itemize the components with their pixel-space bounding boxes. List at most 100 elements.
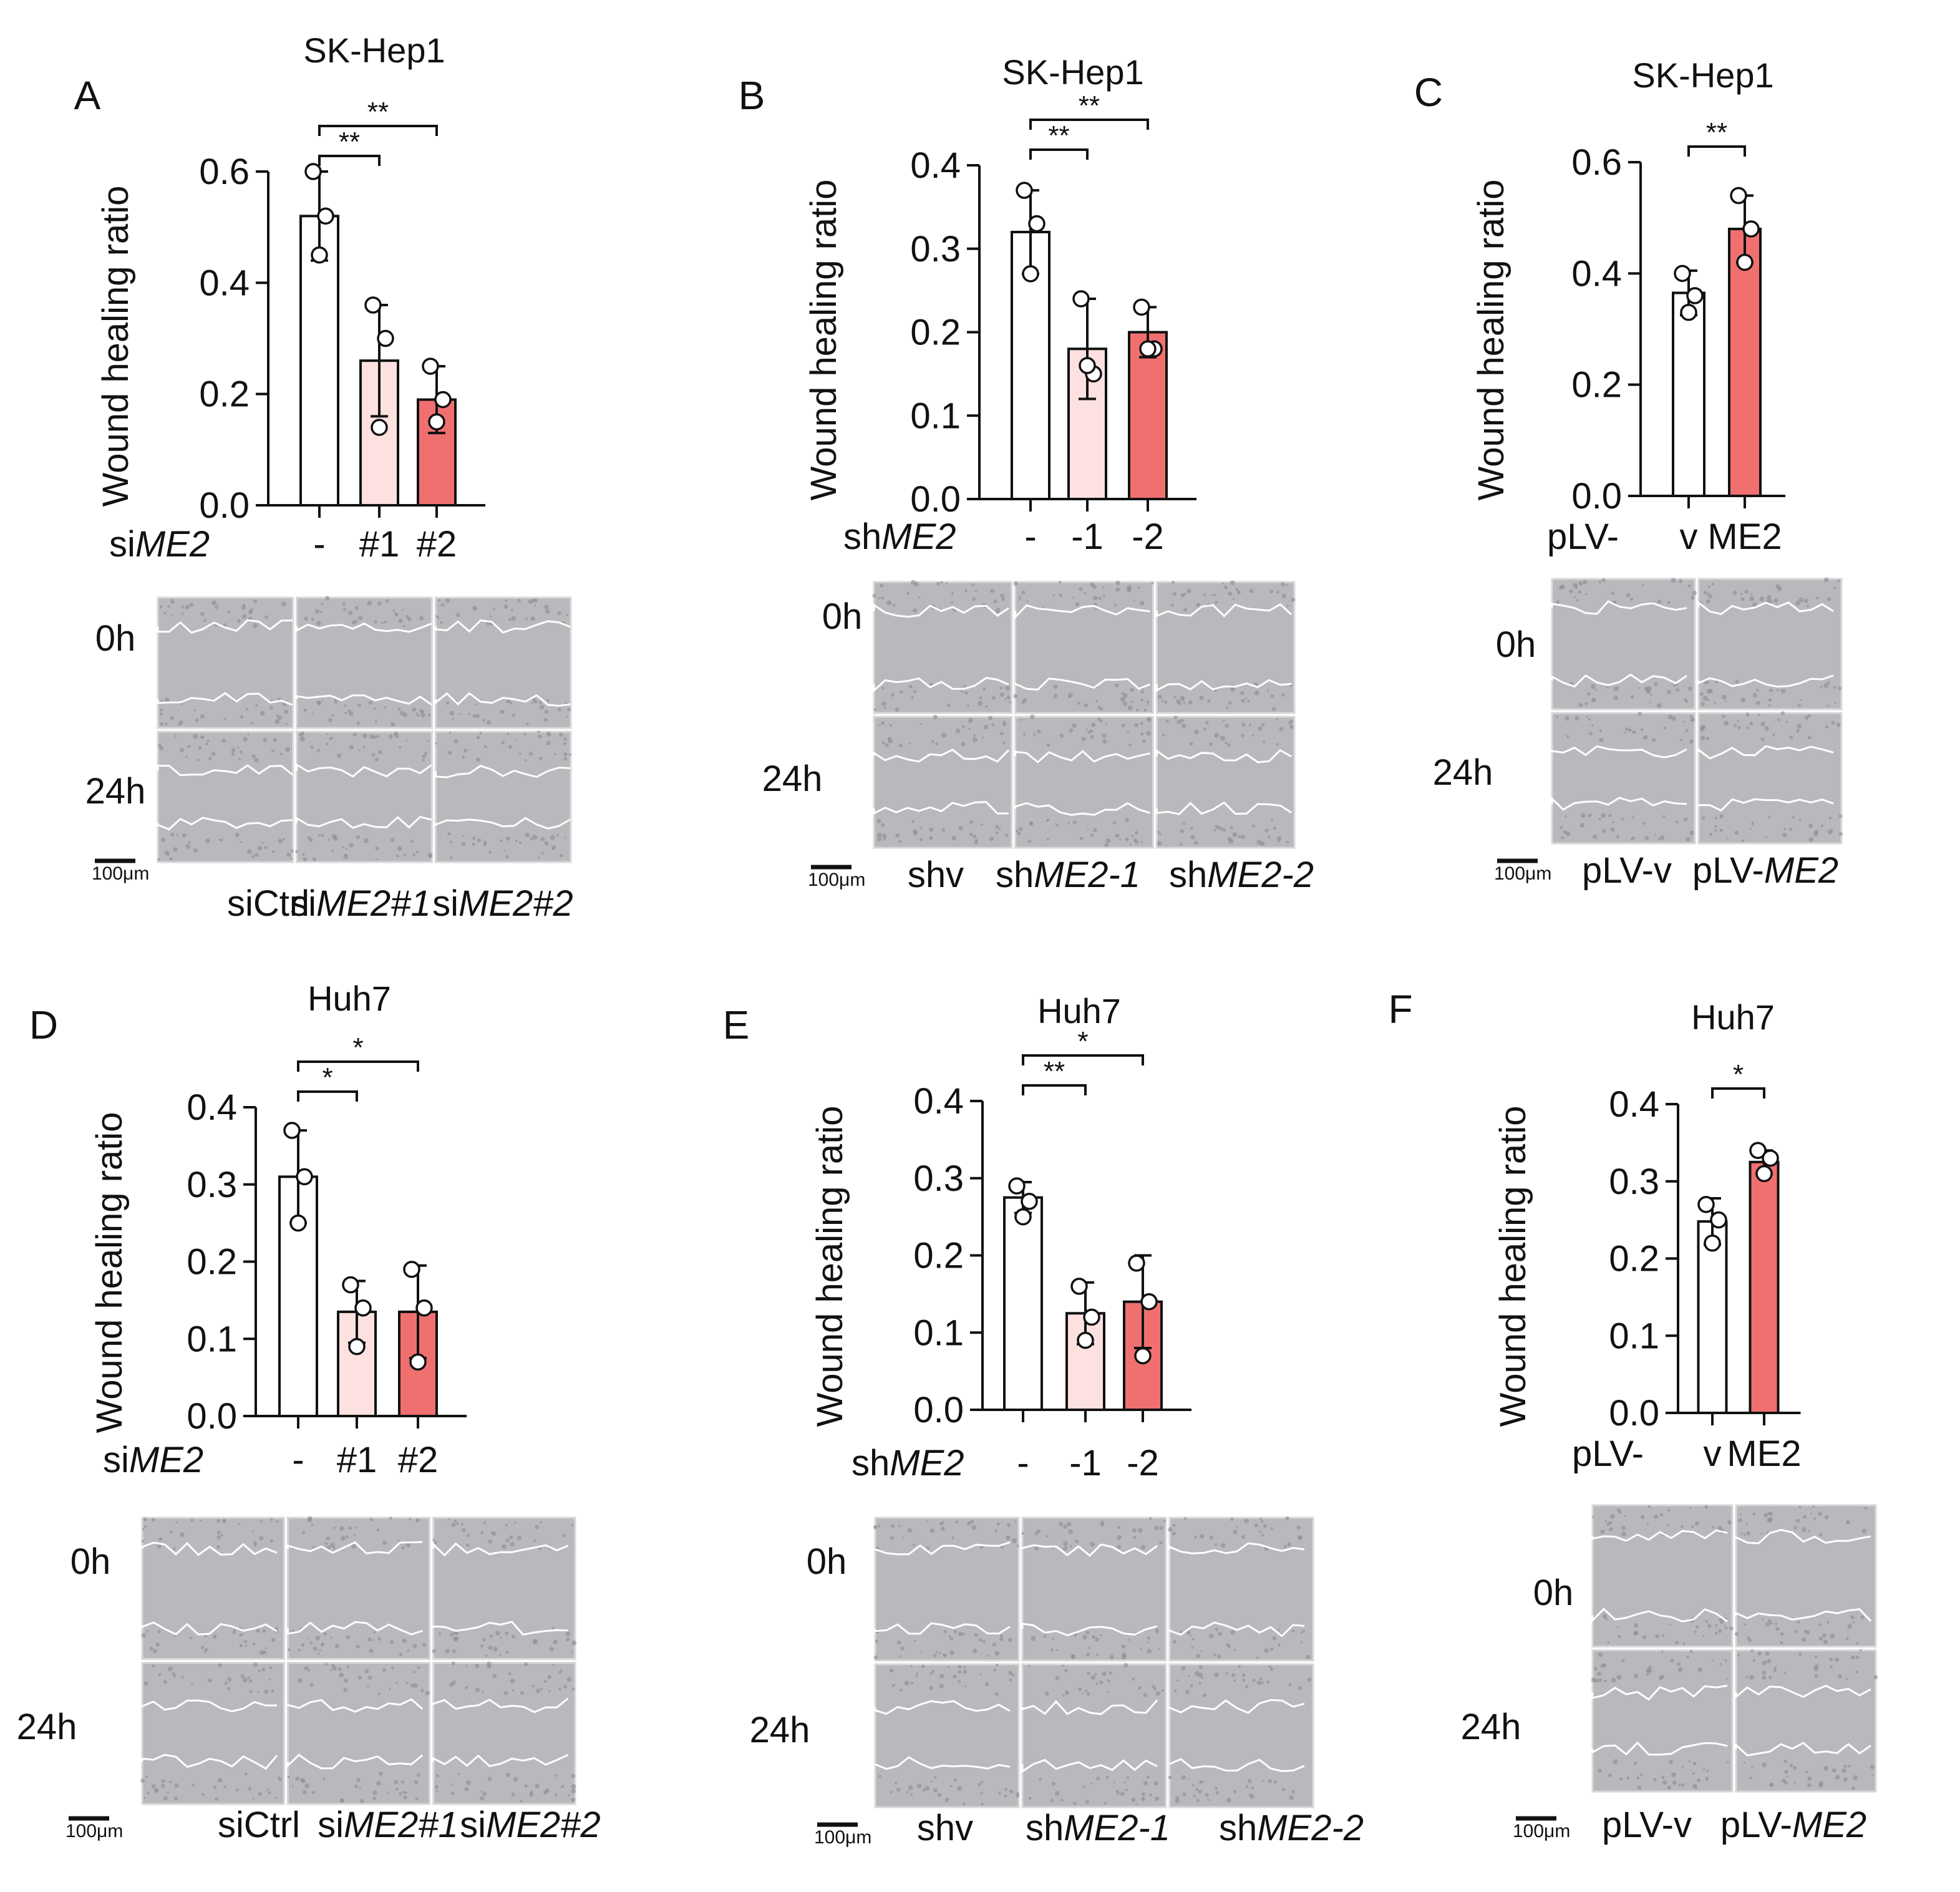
cell-speck	[1597, 1671, 1602, 1676]
wound-edge-top	[296, 763, 432, 778]
cell-speck	[1828, 816, 1832, 820]
image-column-label: pLV-ME2	[1692, 850, 1838, 891]
cell-speck	[1214, 829, 1216, 832]
cell-speck	[360, 1798, 364, 1803]
cell-speck	[972, 597, 976, 601]
cell-speck	[1185, 1689, 1190, 1694]
cell-speck	[1749, 1675, 1754, 1680]
cell-speck	[538, 701, 542, 704]
cell-speck	[259, 1650, 264, 1656]
cell-speck	[218, 1663, 223, 1667]
cell-speck	[337, 1667, 342, 1671]
cell-speck	[200, 611, 205, 616]
cell-speck	[1662, 1634, 1665, 1637]
cell-speck	[554, 1774, 557, 1777]
panel-letter: C	[1414, 70, 1443, 115]
cell-speck	[242, 1677, 248, 1683]
cell-speck	[462, 755, 465, 759]
cell-speck	[285, 747, 291, 752]
x-group-label: pLV-	[1547, 517, 1619, 557]
cell-speck	[1695, 1625, 1699, 1629]
cell-speck	[983, 724, 989, 730]
wound-edge-bottom	[1591, 1608, 1728, 1623]
cell-speck	[331, 834, 336, 839]
cell-speck	[929, 1672, 933, 1676]
cell-speck	[1248, 723, 1251, 726]
cell-speck	[217, 1778, 223, 1783]
cell-speck	[375, 846, 379, 851]
y-axis-label: Wound healing ratio	[1471, 180, 1511, 501]
data-point	[1083, 1308, 1100, 1326]
cell-speck	[1714, 825, 1717, 828]
cell-speck	[1114, 683, 1119, 688]
cell-speck	[269, 1539, 274, 1543]
scratch-image	[434, 596, 572, 729]
cell-speck	[1016, 1792, 1020, 1796]
cell-speck	[1820, 824, 1823, 827]
cell-speck	[1687, 686, 1692, 691]
cell-speck	[1099, 1680, 1104, 1685]
cell-speck	[1259, 1518, 1262, 1520]
data-point	[1014, 1208, 1032, 1226]
cell-speck	[1102, 594, 1106, 598]
cell-speck	[1095, 1682, 1099, 1686]
cell-speck	[1090, 582, 1095, 587]
cell-speck	[1621, 1659, 1625, 1662]
wound-edge-bottom	[1168, 1758, 1305, 1772]
cell-speck	[963, 685, 966, 688]
wound-edge-top	[1021, 1699, 1158, 1715]
cell-speck	[1657, 838, 1661, 841]
cell-speck	[464, 1787, 469, 1792]
cell-speck	[1225, 1672, 1228, 1675]
cell-speck	[1283, 1545, 1288, 1548]
label-part: ME2	[890, 1443, 964, 1483]
cell-speck	[1138, 1687, 1141, 1690]
cell-speck	[945, 582, 948, 585]
data-point	[415, 1299, 433, 1317]
cell-speck	[255, 704, 258, 707]
cell-speck	[524, 1784, 528, 1788]
cell-speck	[1719, 1619, 1724, 1624]
cell-speck	[895, 833, 900, 838]
cell-speck	[1606, 1523, 1609, 1526]
cell-speck	[1689, 1649, 1693, 1653]
panel-title: Huh7	[308, 979, 391, 1018]
cell-speck	[400, 1780, 405, 1784]
cell-speck	[1783, 1671, 1787, 1674]
cell-speck	[358, 749, 361, 752]
cell-speck	[1591, 724, 1594, 727]
cell-speck	[1081, 737, 1086, 742]
cell-speck	[530, 616, 535, 621]
cell-speck	[906, 592, 910, 595]
significance-bracket	[1711, 1087, 1765, 1099]
cell-speck	[1843, 1765, 1847, 1768]
cell-speck	[958, 1680, 961, 1684]
cell-speck	[538, 734, 542, 739]
cell-speck	[1705, 1620, 1709, 1623]
cell-speck	[1207, 699, 1211, 703]
cell-speck	[998, 1792, 1001, 1795]
cell-speck	[187, 744, 191, 749]
cell-speck	[1168, 1527, 1173, 1532]
cell-speck	[1838, 814, 1843, 818]
cell-speck	[1726, 837, 1729, 840]
cell-speck	[419, 616, 424, 621]
cell-speck	[1000, 1634, 1004, 1637]
cell-speck	[1667, 714, 1673, 720]
cell-speck	[1624, 727, 1629, 731]
cell-speck	[505, 1538, 510, 1543]
cell-speck	[1604, 1679, 1608, 1683]
cell-speck	[346, 1635, 350, 1639]
cell-speck	[1775, 1627, 1780, 1631]
cell-speck	[982, 1639, 986, 1644]
cell-speck	[1251, 824, 1256, 828]
cell-speck	[174, 735, 177, 737]
cell-speck	[488, 850, 492, 854]
cell-speck	[1752, 1659, 1755, 1662]
cell-speck	[1814, 1664, 1819, 1669]
cell-speck	[500, 1636, 503, 1639]
cell-speck	[1837, 579, 1840, 583]
cell-speck	[246, 848, 252, 854]
cell-speck	[1588, 813, 1592, 818]
cell-speck	[167, 1791, 170, 1794]
